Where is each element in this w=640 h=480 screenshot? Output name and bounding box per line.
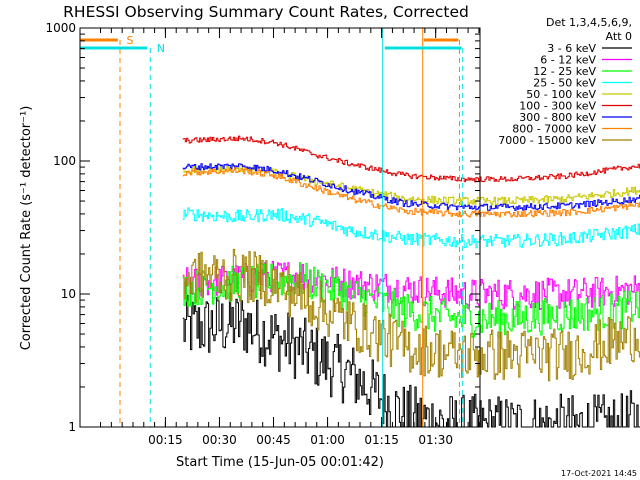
series-line-6	[182, 135, 640, 183]
footer-timestamp: 17-Oct-2021 14:45	[561, 469, 637, 478]
legend-label-6: 100 - 300 keV	[519, 100, 596, 113]
legend-label-4: 25 - 50 keV	[533, 77, 596, 90]
y-tick-label-2: 10	[61, 287, 76, 301]
legend-label-3: 12 - 25 keV	[533, 65, 596, 78]
chart-title: RHESSI Observing Summary Count Rates, Co…	[63, 3, 469, 21]
y-tick-label-3: 100	[53, 154, 76, 168]
y-tick-label-1: 1	[68, 420, 76, 434]
x-tick-label-4: 01:00	[310, 433, 345, 447]
legend-label-1: 3 - 6 keV	[547, 42, 596, 55]
y-axis-label: Corrected Count Rate (s⁻¹ detector⁻¹)	[19, 106, 34, 351]
x-axis: 00:15 00:30 00:45 01:00 01:15 01:30	[100, 28, 480, 447]
night-label: N	[157, 42, 165, 55]
legend-header-line-1: Det 1,3,4,5,6,9,	[546, 16, 632, 29]
state-indicator-lines: SN	[80, 28, 464, 427]
x-tick-label-5: 01:15	[364, 433, 399, 447]
legend-label-2: 6 - 12 keV	[540, 54, 596, 67]
x-tick-label-6: 01:30	[418, 433, 453, 447]
series-line-7	[182, 163, 640, 211]
x-axis-label: Start Time (15-Jun-05 00:01:42)	[176, 455, 384, 470]
saa-label: S	[126, 34, 133, 47]
x-tick-label-3: 00:45	[256, 433, 291, 447]
y-axis: 1 10 100 1000	[45, 21, 480, 434]
legend-label-8: 800 - 7000 keV	[512, 123, 596, 136]
series-line-8	[182, 167, 640, 218]
y-tick-label-4: 1000	[45, 21, 76, 35]
x-tick-label-1: 00:15	[148, 433, 183, 447]
legend-label-7: 300 - 800 keV	[519, 111, 596, 124]
series-line-4	[182, 207, 640, 249]
plot-frame	[79, 27, 481, 428]
legend-label-5: 50 - 100 keV	[526, 88, 596, 101]
series-line-1	[182, 292, 640, 428]
legend-label-9: 7000 - 15000 keV	[498, 134, 596, 147]
series-line-9	[182, 248, 640, 382]
x-tick-label-2: 00:30	[202, 433, 237, 447]
legend-header-line-2: Att 0	[606, 30, 632, 43]
series-line-3	[182, 262, 640, 338]
series-traces	[182, 135, 640, 428]
